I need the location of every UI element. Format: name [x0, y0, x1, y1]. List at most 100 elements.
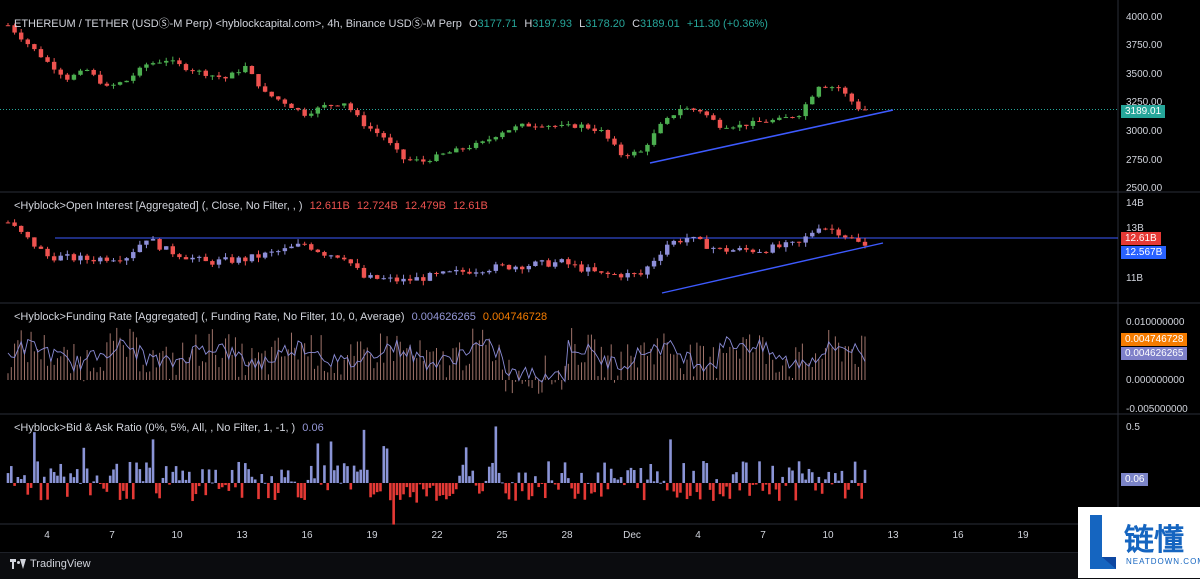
price-candle	[684, 108, 690, 110]
bidask-bar	[131, 483, 135, 500]
bidask-bar	[820, 483, 824, 494]
oi-candle	[585, 267, 591, 272]
bidask-bar	[247, 469, 250, 483]
bidask-bar	[98, 483, 102, 484]
oi-candle	[269, 251, 274, 253]
bidask-bar	[847, 483, 850, 490]
price-candle	[414, 159, 419, 161]
bidask-bar	[511, 482, 514, 484]
bidask-bar	[112, 469, 115, 483]
bidask-bar	[695, 483, 699, 493]
time-tick: 13	[236, 530, 248, 541]
bidask-bar	[435, 483, 438, 501]
oi-candle	[282, 248, 288, 252]
bidask-bar	[316, 443, 320, 483]
bidask-bar	[138, 469, 142, 483]
oi-candle	[91, 259, 96, 262]
bidask-bar	[715, 479, 718, 483]
last-price-tag: 3189.01	[1121, 105, 1166, 118]
bidask-bar	[731, 474, 735, 483]
oi-candle	[592, 267, 597, 272]
price-candle	[737, 124, 742, 128]
bidask-tag: 0.06	[1121, 473, 1149, 486]
tradingview-icon	[10, 558, 26, 570]
oi-candle	[328, 255, 334, 257]
price-candle	[71, 74, 77, 80]
oi-candle	[5, 222, 11, 224]
bidask-bar	[89, 483, 92, 496]
chart-canvas[interactable]	[0, 0, 1200, 552]
oi-candle	[407, 278, 413, 281]
time-tick: 25	[496, 530, 508, 541]
bidask-bar	[408, 483, 412, 498]
bidask-bar	[537, 483, 540, 488]
price-candle	[697, 109, 703, 112]
bidask-bar	[365, 469, 369, 483]
price-candle	[12, 25, 17, 33]
tradingview-logo[interactable]: TradingView	[10, 558, 91, 570]
bidask-bar	[580, 472, 583, 483]
oi-candle	[658, 254, 663, 261]
bidask-bar	[29, 483, 33, 488]
bidask-bar	[540, 483, 544, 484]
bidask-bar	[75, 469, 79, 483]
oi-candle	[342, 257, 347, 260]
bidask-bar	[560, 473, 564, 483]
oi-candle	[322, 252, 327, 256]
bidask-bar	[23, 475, 26, 483]
bidask-bar	[487, 466, 491, 483]
price-candle	[500, 132, 505, 138]
bidask-bar	[313, 478, 316, 483]
price-candle	[750, 120, 756, 126]
bidask-bar	[204, 483, 208, 496]
oi-candle	[796, 241, 802, 243]
price-candle	[131, 75, 136, 81]
oi-candle	[711, 247, 716, 249]
price-candle	[124, 80, 129, 83]
price-candle	[164, 60, 169, 63]
bidask-bar	[151, 439, 155, 483]
price-candle	[539, 126, 545, 128]
bidask-bar	[197, 483, 201, 487]
price-candle	[269, 91, 274, 97]
bidask-bar	[422, 483, 425, 490]
bidask-bar	[665, 483, 669, 491]
price-candle	[51, 61, 57, 70]
bidask-bar	[267, 483, 270, 499]
oi-candle	[111, 260, 116, 262]
price-candle	[309, 113, 314, 116]
watermark-logo: 链懂 NEATDOWN.COM	[1078, 507, 1200, 578]
price-candle	[243, 66, 248, 73]
bidask-bar	[481, 483, 484, 492]
oi-candle	[427, 272, 433, 281]
bidask-bar	[778, 483, 781, 501]
price-candle	[559, 124, 564, 126]
bidask-bar	[600, 483, 603, 497]
bidask-bar	[66, 483, 69, 497]
price-candle	[421, 159, 426, 162]
bidask-bar	[369, 483, 372, 498]
bidask-bar	[398, 483, 402, 500]
bidask-bar	[135, 462, 138, 483]
oi-candle	[520, 266, 525, 270]
oi-candle	[836, 229, 841, 236]
oi-candle	[763, 251, 769, 253]
oi-candle	[724, 248, 729, 252]
oi-value-low: 12.479B	[404, 200, 446, 212]
price-candle	[328, 104, 334, 106]
price-candle	[355, 110, 360, 116]
oi-candle	[473, 272, 479, 274]
price-candle	[790, 117, 795, 119]
watermark-en: NEATDOWN.COM	[1126, 557, 1200, 566]
bidask-bar	[672, 483, 676, 492]
oi-candle	[717, 247, 723, 249]
time-tick: 10	[171, 530, 183, 541]
bidask-bar	[270, 476, 273, 483]
bidask-bar	[504, 483, 508, 494]
bidask-bar	[636, 483, 639, 489]
oi-value-high: 12.724B	[356, 200, 398, 212]
bidask-bar	[62, 476, 66, 483]
bidask-bar	[283, 477, 287, 483]
oi-candle	[638, 273, 644, 275]
bidask-bar	[484, 480, 488, 483]
